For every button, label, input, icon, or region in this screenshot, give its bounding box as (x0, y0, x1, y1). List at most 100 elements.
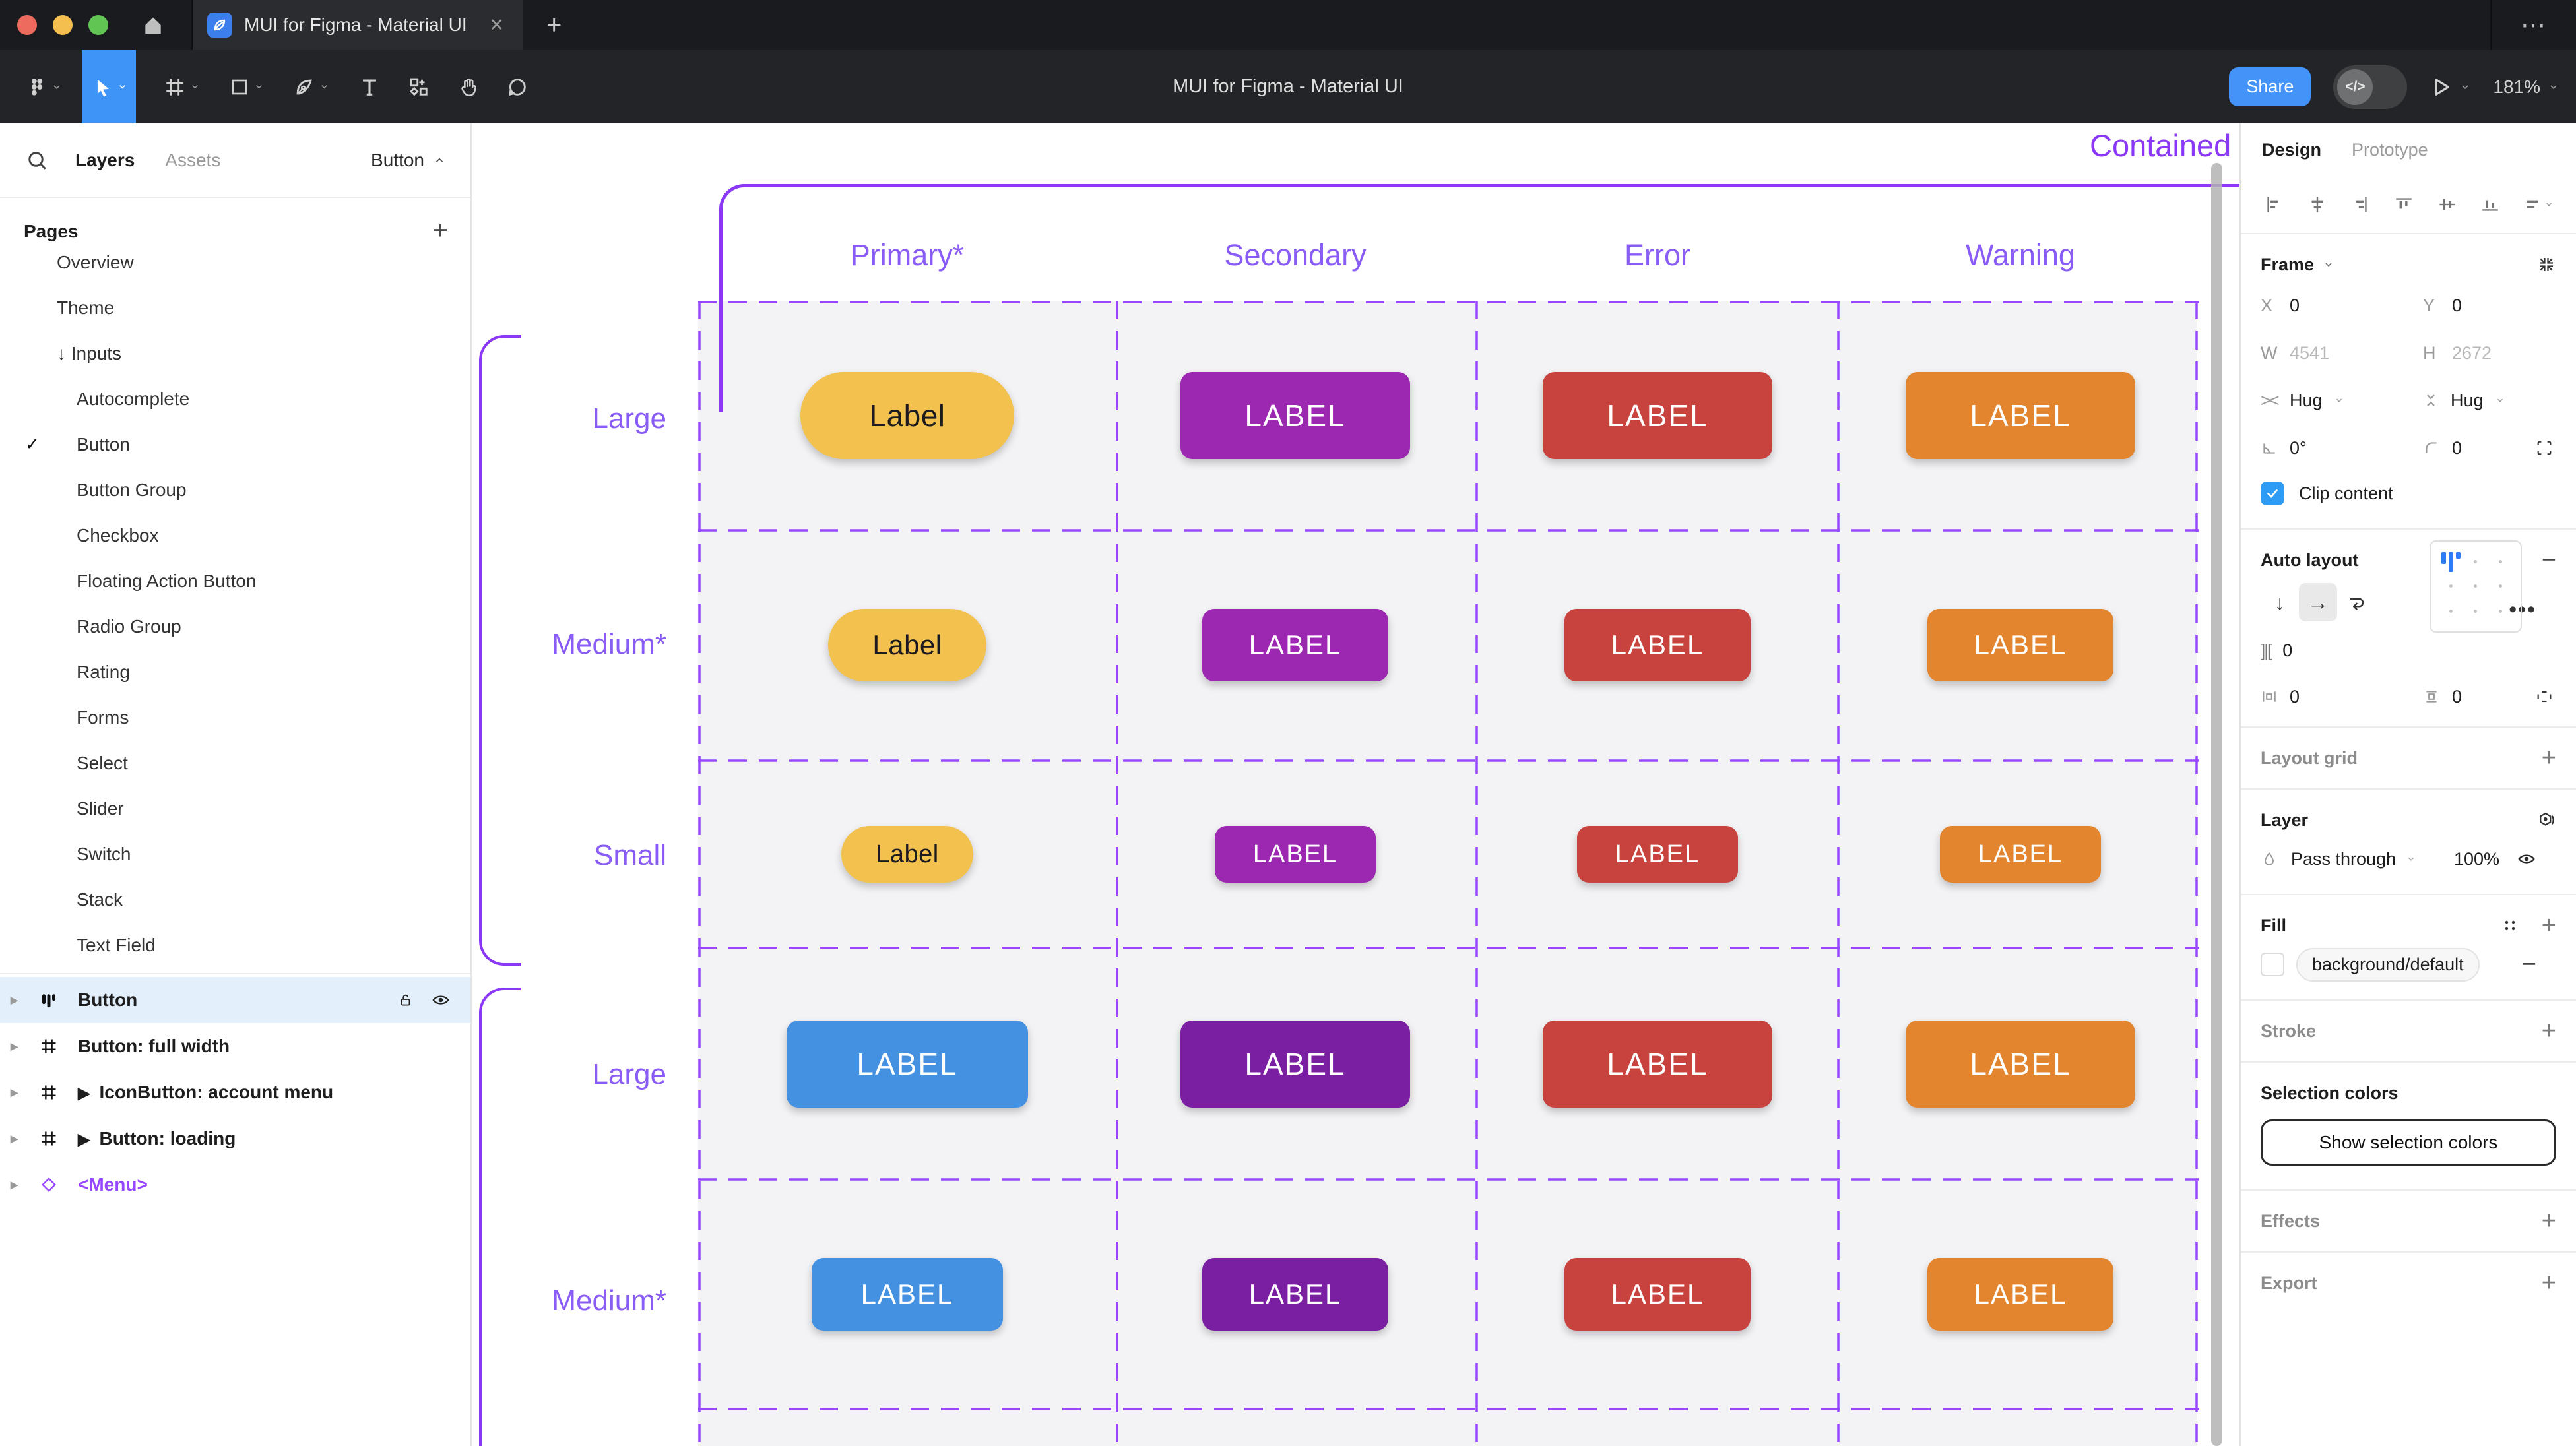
button-variant[interactable]: LABEL (1202, 609, 1388, 681)
zoom-level-menu[interactable]: 181% (2493, 77, 2559, 98)
button-variant[interactable]: Label (841, 826, 973, 883)
button-variant[interactable]: LABEL (1543, 372, 1772, 459)
layer-opacity-value[interactable]: 100% (2453, 848, 2499, 869)
vertical-scrollbar[interactable] (2211, 163, 2222, 1446)
tab-prototype[interactable]: Prototype (2352, 139, 2428, 160)
height-field[interactable]: H 2672 (2423, 343, 2555, 363)
width-field[interactable]: W 4541 (2261, 343, 2393, 363)
layout-vertical-icon[interactable]: ↓ (2274, 590, 2285, 614)
distribute-menu-icon[interactable] (2523, 194, 2554, 215)
minimize-window-button[interactable] (53, 15, 73, 35)
layer-row--menu-[interactable]: ▸ <Menu> (0, 1162, 470, 1208)
alignment-widget[interactable] (2430, 540, 2522, 633)
button-variant[interactable]: LABEL (1180, 372, 1410, 459)
layer-row-iconbutton-account-menu[interactable]: ▸ ▶ IconButton: account menu (0, 1069, 470, 1116)
horizontal-padding-field[interactable]: 0 (2261, 687, 2393, 707)
sidebar-page-item-checkbox[interactable]: Checkbox (0, 513, 470, 558)
corner-radius-field[interactable]: 0 (2423, 438, 2555, 458)
expand-chevron-icon[interactable]: ▸ (11, 1084, 18, 1100)
align-vertical-center-icon[interactable] (2437, 194, 2458, 215)
sidebar-page-item-stack[interactable]: Stack (0, 877, 470, 922)
button-variant[interactable]: LABEL (1927, 609, 2113, 681)
remove-fill-button[interactable]: − (2521, 950, 2536, 978)
clip-content-checkbox[interactable] (2261, 482, 2284, 505)
show-selection-colors-button[interactable]: Show selection colors (2261, 1119, 2556, 1166)
resources-tool-button[interactable] (399, 50, 439, 123)
horizontal-sizing-dropdown[interactable]: >< Hug (2261, 391, 2393, 411)
rotation-field[interactable]: 0° (2261, 438, 2393, 458)
sidebar-page-item-text-field[interactable]: Text Field (0, 922, 470, 968)
button-variant[interactable]: LABEL (1906, 1021, 2135, 1108)
button-variant[interactable]: LABEL (1577, 826, 1738, 883)
button-variant[interactable]: LABEL (1543, 1021, 1772, 1108)
independent-corners-icon[interactable] (2535, 439, 2554, 457)
visibility-eye-icon[interactable] (2517, 849, 2536, 869)
align-right-icon[interactable] (2350, 194, 2371, 215)
button-variant[interactable]: LABEL (1180, 1021, 1410, 1108)
new-tab-button[interactable]: + (546, 10, 562, 40)
auto-layout-more-options-icon[interactable]: ••• (2509, 597, 2536, 622)
align-left-icon[interactable] (2263, 194, 2284, 215)
sidebar-page-item-rating[interactable]: Rating (0, 649, 470, 695)
blend-mode-dropdown[interactable]: Pass through (2291, 849, 2396, 869)
tab-design[interactable]: Design (2262, 139, 2322, 160)
frame-title[interactable]: Contained (2090, 128, 2232, 163)
independent-padding-icon[interactable] (2535, 687, 2554, 706)
sidebar-page-item-forms[interactable]: Forms (0, 695, 470, 740)
unlock-icon[interactable] (397, 991, 414, 1009)
button-variant[interactable]: LABEL (1940, 826, 2101, 883)
add-effect-button[interactable]: + (2541, 1207, 2556, 1235)
sidebar-page-item-floating-action-button[interactable]: Floating Action Button (0, 558, 470, 604)
pen-tool-button[interactable] (285, 50, 337, 123)
tab-mui-for-figma[interactable]: MUI for Figma - Material UI ✕ (193, 0, 523, 50)
add-page-button[interactable]: + (432, 216, 448, 245)
blend-mode-icon[interactable] (2536, 810, 2556, 830)
sidebar-page-item-switch[interactable]: Switch (0, 831, 470, 877)
sidebar-page-item-overview[interactable]: Overview (0, 239, 470, 285)
sidebar-page-item-button-group[interactable]: Button Group (0, 467, 470, 513)
frame-section-title[interactable]: Frame (2261, 254, 2315, 274)
sidebar-page-item-button[interactable]: ✓ Button (0, 422, 470, 467)
current-page-selector[interactable]: Button (371, 150, 445, 171)
styles-icon[interactable] (2502, 918, 2518, 933)
item-spacing-field[interactable]: ]|[ 0 (2261, 641, 2393, 661)
hand-tool-button[interactable] (449, 50, 488, 123)
add-fill-button[interactable]: + (2541, 911, 2556, 939)
sidebar-page-item-autocomplete[interactable]: Autocomplete (0, 376, 470, 422)
tab-layers[interactable]: Layers (75, 149, 135, 170)
figma-main-menu-button[interactable] (17, 50, 70, 123)
layer-row-button[interactable]: ▸ Button (0, 977, 470, 1023)
expand-chevron-icon[interactable]: ▸ (11, 991, 18, 1008)
expand-chevron-icon[interactable]: ▸ (11, 1176, 18, 1193)
tab-assets[interactable]: Assets (165, 149, 221, 170)
close-tab-icon[interactable]: ✕ (489, 15, 504, 35)
add-export-button[interactable]: + (2541, 1269, 2556, 1297)
frame-tool-button[interactable] (156, 50, 208, 123)
layout-wrap-icon[interactable] (2337, 583, 2375, 621)
button-variant[interactable]: LABEL (812, 1258, 1003, 1331)
layout-horizontal-icon[interactable]: → (2299, 583, 2337, 621)
button-variant[interactable]: Label (800, 372, 1014, 459)
fill-color-swatch[interactable] (2261, 953, 2284, 976)
sidebar-page-item-select[interactable]: Select (0, 740, 470, 786)
align-bottom-icon[interactable] (2480, 194, 2501, 215)
chevron-down-icon[interactable] (2323, 259, 2334, 270)
collapse-panel-icon[interactable] (2536, 255, 2556, 274)
canvas-viewport[interactable]: Contained Primary* Secondary Error Warning … (472, 123, 2239, 1446)
add-stroke-button[interactable]: + (2541, 1017, 2556, 1045)
zoom-window-button[interactable] (88, 15, 108, 35)
expand-chevron-icon[interactable]: ▸ (11, 1130, 18, 1147)
button-variant[interactable]: LABEL (1564, 609, 1751, 681)
add-layout-grid-button[interactable]: + (2541, 743, 2556, 772)
button-variant[interactable]: LABEL (1564, 1258, 1751, 1331)
layer-row-button-loading[interactable]: ▸ ▶ Button: loading (0, 1116, 470, 1162)
button-variant[interactable]: Label (828, 609, 986, 681)
remove-auto-layout-button[interactable]: − (2541, 546, 2556, 574)
shape-tool-button[interactable] (221, 50, 272, 123)
visibility-eye-icon[interactable] (431, 990, 451, 1010)
align-horizontal-center-icon[interactable] (2307, 194, 2328, 215)
sidebar-page-item-theme[interactable]: Theme (0, 285, 470, 330)
vertical-padding-field[interactable]: 0 (2423, 687, 2555, 707)
